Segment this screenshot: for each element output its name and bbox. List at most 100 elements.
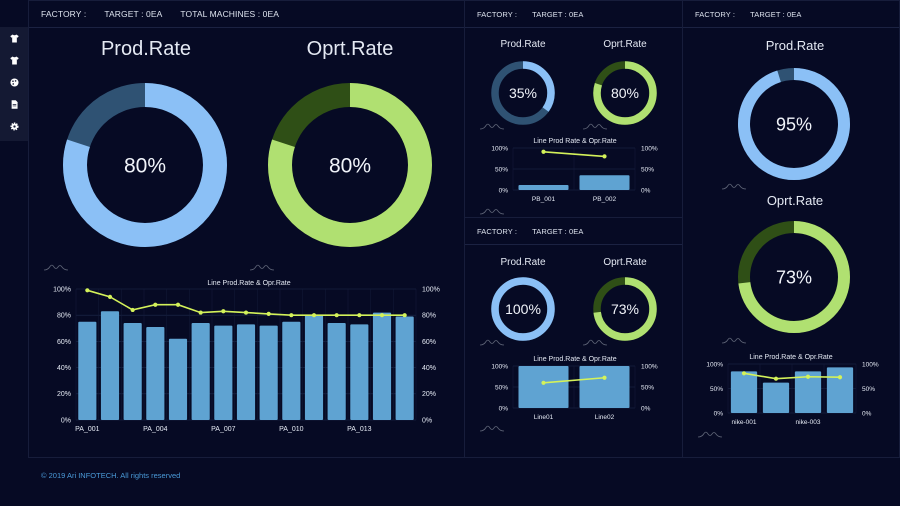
bar[interactable] bbox=[395, 316, 414, 420]
y-tick-label: 100% bbox=[491, 363, 508, 370]
main-panel-header: FACTORY : TARGET : 0EA TOTAL MACHINES : … bbox=[29, 1, 464, 28]
bar[interactable] bbox=[146, 326, 165, 420]
bar[interactable] bbox=[579, 366, 630, 408]
bar[interactable] bbox=[794, 371, 822, 413]
panel-d-chart-title: Line Prod.Rate & Opr.Rate bbox=[749, 354, 833, 361]
line-point[interactable] bbox=[243, 310, 249, 315]
shirt-icon bbox=[9, 33, 19, 43]
bar[interactable] bbox=[372, 312, 392, 420]
series-line bbox=[743, 372, 841, 380]
x-tick-label: PA_007 bbox=[211, 426, 235, 433]
sidebar-item-shirt-2[interactable] bbox=[0, 49, 28, 71]
oprt-rate-gauge: 73% bbox=[593, 277, 657, 341]
wave-icon bbox=[479, 123, 505, 130]
gauge-value: 80% bbox=[611, 85, 639, 101]
x-tick-label: Line02 bbox=[595, 414, 615, 421]
line-point[interactable] bbox=[602, 154, 607, 159]
oprt-rate-title: Oprt.Rate bbox=[306, 38, 394, 60]
y-tick-label: 40% bbox=[57, 365, 71, 372]
line-point[interactable] bbox=[741, 371, 747, 376]
bar[interactable] bbox=[123, 323, 142, 420]
gauge-fill bbox=[593, 277, 657, 341]
sidebar-item-shirt[interactable] bbox=[0, 27, 28, 49]
x-tick-label: Line01 bbox=[534, 414, 554, 421]
y-tick-label: 100% bbox=[491, 145, 508, 152]
y-tick-label: 20% bbox=[57, 391, 71, 398]
wave-icon bbox=[479, 339, 505, 346]
line-point[interactable] bbox=[266, 311, 271, 316]
bar[interactable] bbox=[236, 324, 256, 420]
line-point[interactable] bbox=[107, 294, 113, 299]
line-point[interactable] bbox=[541, 380, 546, 385]
factory-label: FACTORY : bbox=[477, 226, 518, 236]
bar[interactable] bbox=[327, 323, 346, 420]
wave-icon bbox=[582, 123, 608, 130]
oprt-rate-title: Oprt.Rate bbox=[766, 193, 824, 208]
bar[interactable] bbox=[168, 338, 188, 420]
bar[interactable] bbox=[282, 321, 301, 420]
line-point[interactable] bbox=[221, 309, 226, 314]
bar[interactable] bbox=[78, 321, 97, 420]
panel-c-line-chart: 0% 0% 50% 50% 100% 100% Line01 Line02 bbox=[491, 363, 657, 421]
x-tick-label: PB_001 bbox=[532, 196, 556, 203]
y-tick-label: 50% bbox=[710, 386, 723, 393]
gauge-fill bbox=[63, 83, 227, 247]
line-point[interactable] bbox=[334, 313, 339, 318]
sidebar-item-settings[interactable] bbox=[0, 115, 28, 137]
series-line bbox=[543, 376, 605, 384]
line-point[interactable] bbox=[773, 376, 779, 381]
line-point[interactable] bbox=[379, 313, 385, 318]
target-label: TARGET : 0EA bbox=[750, 9, 802, 19]
line-point[interactable] bbox=[153, 302, 158, 307]
prod-rate-gauge: 95% bbox=[738, 68, 850, 180]
sidebar-item-palette[interactable] bbox=[0, 71, 28, 93]
panel-c: FACTORY : TARGET : 0EA Prod.Rate 100% Op… bbox=[464, 217, 683, 458]
y2-tick-label: 80% bbox=[422, 313, 436, 320]
wave-icon bbox=[697, 431, 723, 438]
prod-rate-gauge: 35% bbox=[491, 61, 555, 125]
line-point[interactable] bbox=[541, 149, 546, 154]
gauge-value: 73% bbox=[611, 301, 639, 317]
prod-rate-title: Prod.Rate bbox=[100, 38, 192, 60]
line-point[interactable] bbox=[289, 313, 294, 318]
bar[interactable] bbox=[762, 382, 790, 413]
bar[interactable] bbox=[579, 175, 630, 190]
line-point[interactable] bbox=[357, 313, 362, 318]
bar[interactable] bbox=[214, 325, 233, 420]
gauge-fill bbox=[593, 61, 657, 125]
bar[interactable] bbox=[259, 325, 278, 420]
y2-tick-label: 0% bbox=[641, 405, 651, 412]
y-tick-label: 0% bbox=[61, 417, 71, 424]
line-point[interactable] bbox=[402, 313, 407, 318]
bar[interactable] bbox=[304, 315, 324, 420]
wave-icon bbox=[721, 337, 747, 344]
gauge-value: 80% bbox=[329, 155, 371, 178]
bar[interactable] bbox=[191, 323, 210, 420]
bar[interactable] bbox=[518, 366, 569, 408]
line-point[interactable] bbox=[130, 307, 135, 313]
bar[interactable] bbox=[350, 324, 369, 420]
line-point[interactable] bbox=[805, 374, 811, 379]
oprt-rate-gauge: 73% bbox=[738, 221, 850, 333]
bar[interactable] bbox=[518, 184, 569, 190]
line-point[interactable] bbox=[837, 375, 843, 380]
panel-d-header: FACTORY : TARGET : 0EA bbox=[683, 1, 899, 28]
bar[interactable] bbox=[826, 367, 854, 413]
total-machines-label: TOTAL MACHINES : 0EA bbox=[180, 9, 280, 19]
line-point[interactable] bbox=[198, 310, 203, 315]
panel-d-line-chart: 0% 0% 50% 50% 100% 100% nike-001 nike-003 bbox=[706, 361, 878, 426]
factory-label: FACTORY : bbox=[477, 9, 518, 19]
bar[interactable] bbox=[730, 371, 758, 413]
line-point[interactable] bbox=[602, 375, 607, 380]
y2-tick-label: 50% bbox=[862, 386, 875, 393]
sidebar-item-document[interactable] bbox=[0, 93, 28, 115]
line-point[interactable] bbox=[311, 313, 317, 318]
line-point[interactable] bbox=[85, 288, 90, 293]
y-tick-label: 0% bbox=[714, 410, 724, 417]
bar[interactable] bbox=[100, 311, 120, 420]
x-tick-label: PA_004 bbox=[143, 426, 167, 433]
gauge-value: 100% bbox=[505, 301, 541, 317]
line-point[interactable] bbox=[175, 302, 181, 307]
y-tick-label: 100% bbox=[706, 361, 723, 368]
x-tick-label: nike-003 bbox=[796, 419, 821, 426]
